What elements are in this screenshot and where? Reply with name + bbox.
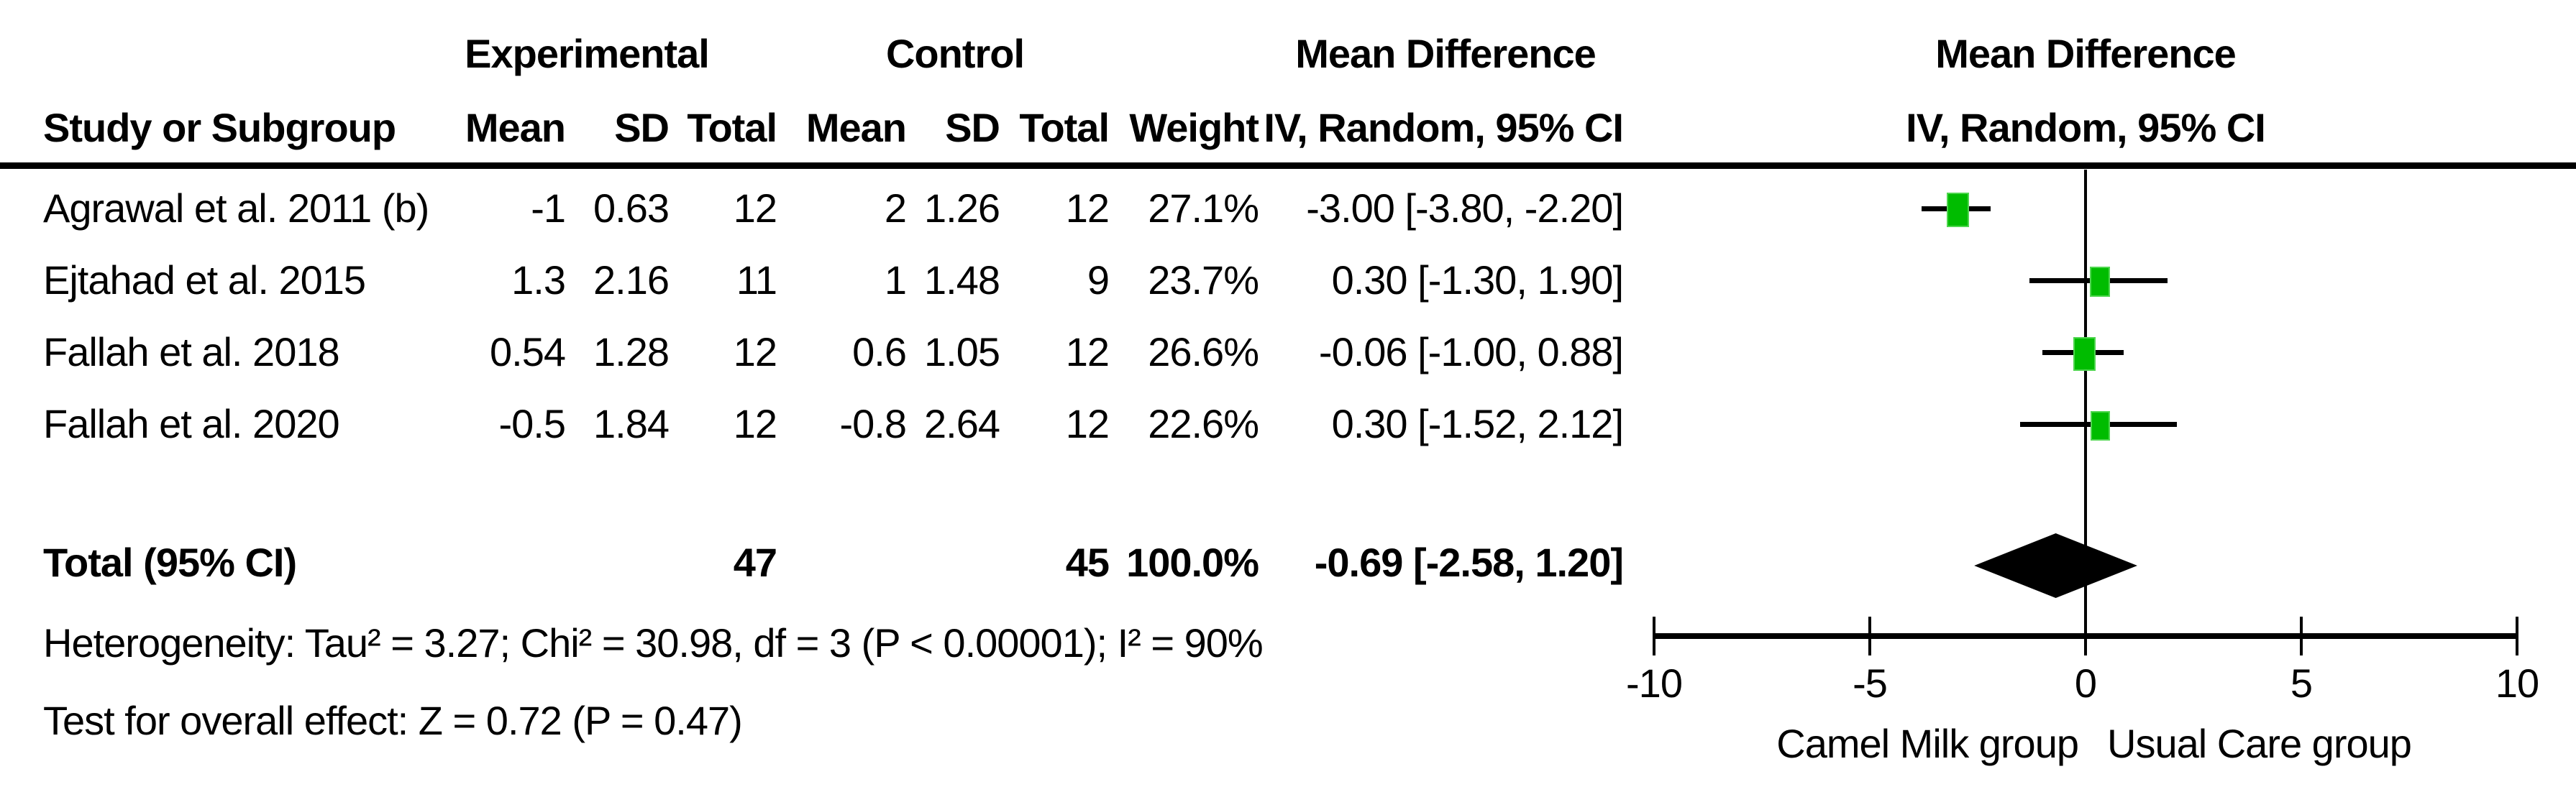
axis-tick-label: 5: [2290, 661, 2313, 706]
weight-value: 27.1%: [1148, 185, 1259, 231]
ctrl-sd-value: 1.05: [924, 329, 1000, 374]
study-marker: [2073, 336, 2096, 371]
exp-sd-value: 1.84: [593, 401, 670, 446]
mean-difference-plot-header: Mean Difference: [1935, 31, 2237, 76]
ctrl-total-value: 12: [1065, 185, 1110, 231]
column-header-ci-plot: IV, Random, 95% CI: [1906, 105, 2266, 150]
ctrl-total-value: 12: [1065, 329, 1110, 374]
ctrl-total-value: 9: [1087, 257, 1110, 303]
total-exp-total: 47: [733, 540, 777, 585]
weight-value: 26.6%: [1148, 329, 1259, 374]
axis-tick: [2084, 617, 2087, 655]
column-header-weight: Weight: [1129, 105, 1259, 150]
ctrl-mean-value: 2: [884, 185, 907, 231]
ctrl-mean-value: 1: [884, 257, 907, 303]
experimental-group-header: Experimental: [465, 31, 710, 76]
summary-diamond: [1974, 533, 2137, 598]
control-group-header: Control: [885, 31, 1025, 76]
mean-difference-text-header: Mean Difference: [1295, 31, 1597, 76]
total-weight: 100.0%: [1126, 540, 1259, 585]
total-ci-text: -0.69 [-2.58, 1.20]: [1314, 540, 1624, 585]
ctrl-sd-value: 1.48: [924, 257, 1000, 303]
header-divider-rule: [0, 162, 2576, 169]
ci-text-value: -3.00 [-3.80, -2.20]: [1306, 185, 1624, 231]
total-label: Total (95% CI): [43, 540, 297, 585]
exp-mean-value: -1: [531, 185, 566, 231]
study-name: Fallah et al. 2018: [43, 329, 340, 374]
exp-total-value: 12: [733, 401, 777, 446]
ci-text-value: 0.30 [-1.30, 1.90]: [1331, 257, 1624, 303]
heterogeneity-stats: Heterogeneity: Tau² = 3.27; Chi² = 30.98…: [43, 620, 1264, 666]
study-marker: [2090, 267, 2110, 297]
column-header-exp-total: Total: [687, 105, 777, 150]
study-name: Agrawal et al. 2011 (b): [43, 185, 429, 231]
study-name: Fallah et al. 2020: [43, 401, 340, 446]
exp-total-value: 12: [733, 185, 777, 231]
axis-tick: [1653, 617, 1655, 655]
ctrl-sd-value: 2.64: [924, 401, 1000, 446]
exp-mean-value: -0.5: [498, 401, 566, 446]
exp-sd-value: 0.63: [593, 185, 670, 231]
column-header-exp-sd: SD: [614, 105, 670, 150]
exp-sd-value: 2.16: [593, 257, 670, 303]
exp-total-value: 11: [736, 257, 777, 303]
column-header-ctrl-sd: SD: [945, 105, 1000, 150]
ci-text-value: 0.30 [-1.52, 2.12]: [1331, 401, 1624, 446]
study-marker: [1946, 193, 1969, 227]
axis-group-label-right: Usual Care group: [2107, 721, 2412, 766]
column-header-exp-mean: Mean: [465, 105, 566, 150]
study-marker: [2090, 410, 2110, 441]
axis-tick-label: -5: [1853, 661, 1888, 706]
plot-zero-line: [2084, 170, 2087, 636]
total-ctrl-total: 45: [1065, 540, 1110, 585]
axis-tick-label: 0: [2074, 661, 2097, 706]
axis-tick: [1868, 617, 1871, 655]
axis-tick-label: 10: [2495, 661, 2539, 706]
weight-value: 23.7%: [1148, 257, 1259, 303]
ctrl-sd-value: 1.26: [924, 185, 1000, 231]
ci-text-value: -0.06 [-1.00, 0.88]: [1318, 329, 1624, 374]
ctrl-total-value: 12: [1065, 401, 1110, 446]
weight-value: 22.6%: [1148, 401, 1259, 446]
column-header-ctrl-mean: Mean: [805, 105, 907, 150]
axis-tick-label: -10: [1626, 661, 1683, 706]
exp-mean-value: 1.3: [511, 257, 566, 303]
column-header-study: Study or Subgroup: [43, 105, 396, 150]
exp-total-value: 12: [733, 329, 777, 374]
column-header-ci-text: IV, Random, 95% CI: [1264, 105, 1624, 150]
study-name: Ejtahad et al. 2015: [43, 257, 366, 303]
ctrl-mean-value: -0.8: [839, 401, 907, 446]
column-header-ctrl-total: Total: [1019, 105, 1110, 150]
axis-group-label-left: Camel Milk group: [1776, 721, 2079, 766]
axis-tick: [2300, 617, 2303, 655]
exp-mean-value: 0.54: [490, 329, 566, 374]
axis-tick: [2516, 617, 2518, 655]
exp-sd-value: 1.28: [593, 329, 670, 374]
ctrl-mean-value: 0.6: [852, 329, 907, 374]
overall-effect-test: Test for overall effect: Z = 0.72 (P = 0…: [43, 698, 743, 743]
